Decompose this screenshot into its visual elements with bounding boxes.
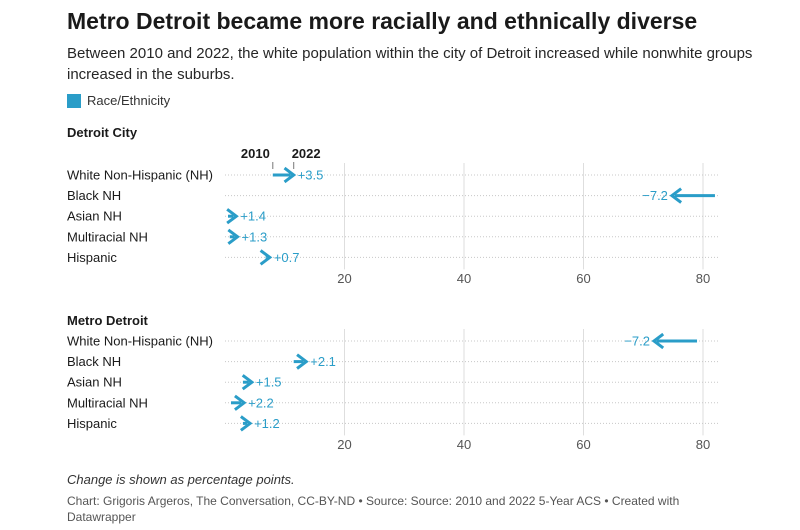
change-label: −7.2 (624, 334, 650, 349)
row-label: Black NH (67, 188, 121, 203)
arrow-head (239, 415, 253, 432)
x-tick-label: 20 (337, 271, 351, 286)
row-label: Asian NH (67, 209, 122, 224)
change-label: +1.4 (240, 209, 266, 224)
row-label: Hispanic (67, 416, 117, 431)
change-label: +2.1 (310, 354, 336, 369)
legend-label: Race/Ethnicity (87, 93, 171, 108)
arrow-head (296, 353, 309, 370)
change-label: +1.3 (242, 229, 268, 244)
x-tick-label: 60 (576, 437, 590, 452)
chart-subtitle: Between 2010 and 2022, the white populat… (67, 45, 753, 83)
arrow-head (283, 166, 297, 184)
chart-note: Change is shown as percentage points. (67, 472, 295, 487)
change-label: +0.7 (274, 250, 300, 265)
change-label: +1.5 (256, 375, 282, 390)
legend: Race/Ethnicity (67, 93, 170, 108)
x-tick-label: 80 (696, 271, 710, 286)
row-label: White Non-Hispanic (NH) (67, 168, 213, 183)
change-label: +2.2 (248, 395, 274, 410)
change-label: +1.2 (254, 416, 280, 431)
arrow-head (669, 187, 683, 204)
x-tick-label: 80 (696, 437, 710, 452)
arrow-head (226, 208, 239, 225)
row-label: Hispanic (67, 250, 117, 265)
change-label: +3.5 (298, 168, 324, 183)
legend-swatch (67, 93, 81, 108)
row-label: Multiracial NH (67, 229, 148, 244)
row-label: Asian NH (67, 375, 122, 390)
arrow-head (234, 394, 247, 411)
chart-source: Chart: Grigoris Argeros, The Conversatio… (67, 494, 680, 524)
arrow-head (259, 249, 273, 266)
arrow-head (227, 228, 241, 245)
panel-title: Detroit City (67, 125, 138, 140)
x-tick-label: 60 (576, 271, 590, 286)
year-label-end: 2022 (292, 146, 321, 161)
change-label: −7.2 (642, 188, 668, 203)
x-tick-label: 20 (337, 437, 351, 452)
row-label: Multiracial NH (67, 395, 148, 410)
chart-title: Metro Detroit became more racially and e… (67, 8, 698, 34)
row-label: White Non-Hispanic (NH) (67, 334, 213, 349)
arrow-head (241, 374, 255, 391)
x-tick-label: 40 (457, 437, 471, 452)
row-label: Black NH (67, 354, 121, 369)
year-label-start: 2010 (241, 146, 270, 161)
panel-title: Metro Detroit (67, 313, 149, 328)
x-tick-label: 40 (457, 271, 471, 286)
arrow-head (651, 332, 665, 350)
